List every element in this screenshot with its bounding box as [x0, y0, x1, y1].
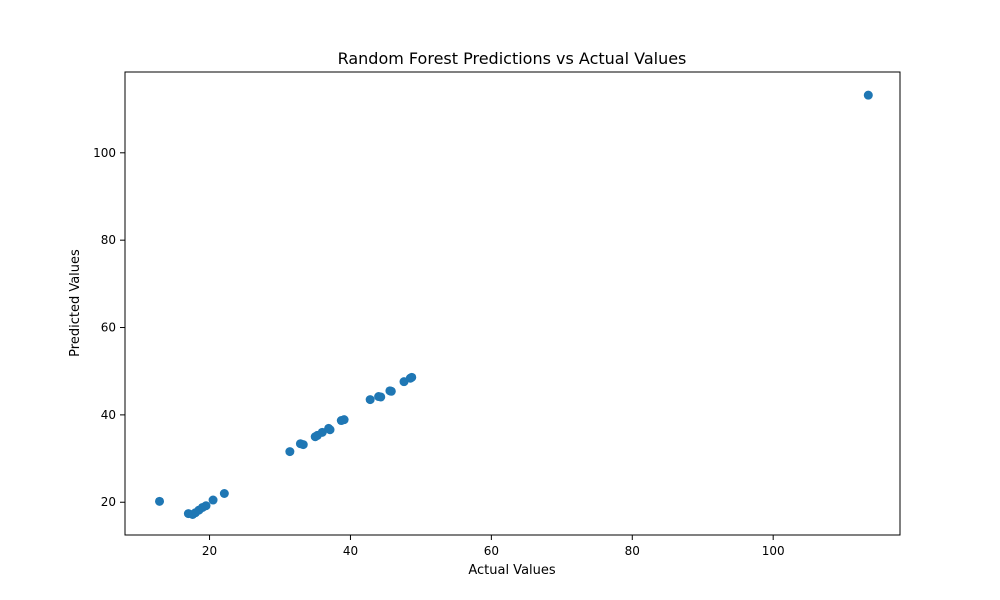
- plot-frame: [124, 71, 901, 536]
- x-axis: 20 40 60 80 100: [202, 535, 785, 558]
- data-point: [386, 386, 396, 396]
- data-point: [285, 447, 295, 457]
- y-tick-label: 60: [101, 321, 116, 335]
- y-tick-label: 100: [93, 146, 116, 160]
- data-point: [339, 415, 349, 425]
- chart-title: Random Forest Predictions vs Actual Valu…: [338, 49, 687, 68]
- y-tick-label: 40: [101, 408, 116, 422]
- x-tick-label: 100: [762, 544, 785, 558]
- x-tick-label: 60: [484, 544, 499, 558]
- data-point: [298, 440, 308, 450]
- data-point: [407, 372, 417, 382]
- data-point: [376, 392, 386, 402]
- data-point: [325, 425, 335, 435]
- data-point: [219, 489, 229, 499]
- y-axis: 20 40 60 80 100: [93, 146, 125, 509]
- x-axis-label: Actual Values: [468, 563, 556, 578]
- data-point: [365, 395, 375, 405]
- data-point: [155, 496, 165, 506]
- x-tick-label: 40: [343, 544, 358, 558]
- y-tick-label: 80: [101, 233, 116, 247]
- points-layer: [155, 90, 873, 519]
- data-point: [208, 495, 218, 505]
- data-point: [863, 90, 873, 100]
- data-point: [201, 501, 211, 511]
- x-tick-label: 20: [202, 544, 217, 558]
- y-axis-label: Predicted Values: [68, 249, 83, 357]
- y-tick-label: 20: [101, 495, 116, 509]
- x-tick-label: 80: [625, 544, 640, 558]
